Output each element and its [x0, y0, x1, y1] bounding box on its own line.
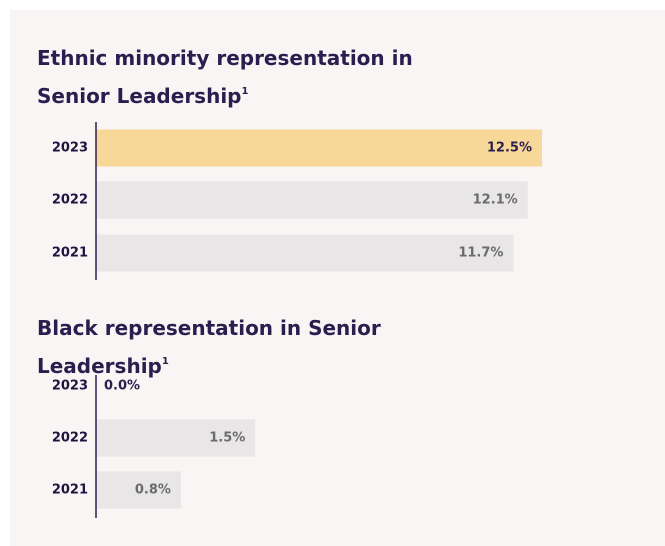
chart: 2023 0.0% 2022 1.5% 2021 0.8% — [52, 375, 256, 518]
value-label: 12.1% — [473, 193, 518, 208]
chart: 2023 12.5% 2022 12.1% 2021 11.7% — [52, 122, 542, 280]
bar — [96, 471, 181, 509]
card — [10, 10, 665, 546]
bar — [96, 419, 256, 457]
bar — [96, 181, 528, 219]
chart-title: Ethnic minority representation in Senior… — [37, 41, 477, 113]
footnote-marker: 1 — [161, 356, 169, 367]
y-tick-label: 2022 — [52, 431, 88, 446]
value-label: 0.0% — [104, 379, 140, 394]
value-label: 11.7% — [458, 246, 503, 261]
y-tick-label: 2021 — [52, 246, 88, 261]
title-text: Ethnic minority representation in Senior… — [37, 46, 413, 108]
value-label: 0.8% — [135, 483, 171, 498]
value-label: 12.5% — [487, 141, 532, 156]
bar — [96, 234, 514, 272]
value-label: 1.5% — [209, 431, 245, 446]
title-text: Black representation in Senior Leadershi… — [37, 316, 381, 378]
chart-title: Black representation in Senior Leadershi… — [37, 311, 477, 383]
bar — [96, 129, 542, 167]
y-tick-label: 2023 — [52, 141, 88, 156]
y-tick-label: 2023 — [52, 379, 88, 394]
y-tick-label: 2022 — [52, 193, 88, 208]
footnote-marker: 1 — [241, 86, 249, 97]
y-tick-label: 2021 — [52, 483, 88, 498]
